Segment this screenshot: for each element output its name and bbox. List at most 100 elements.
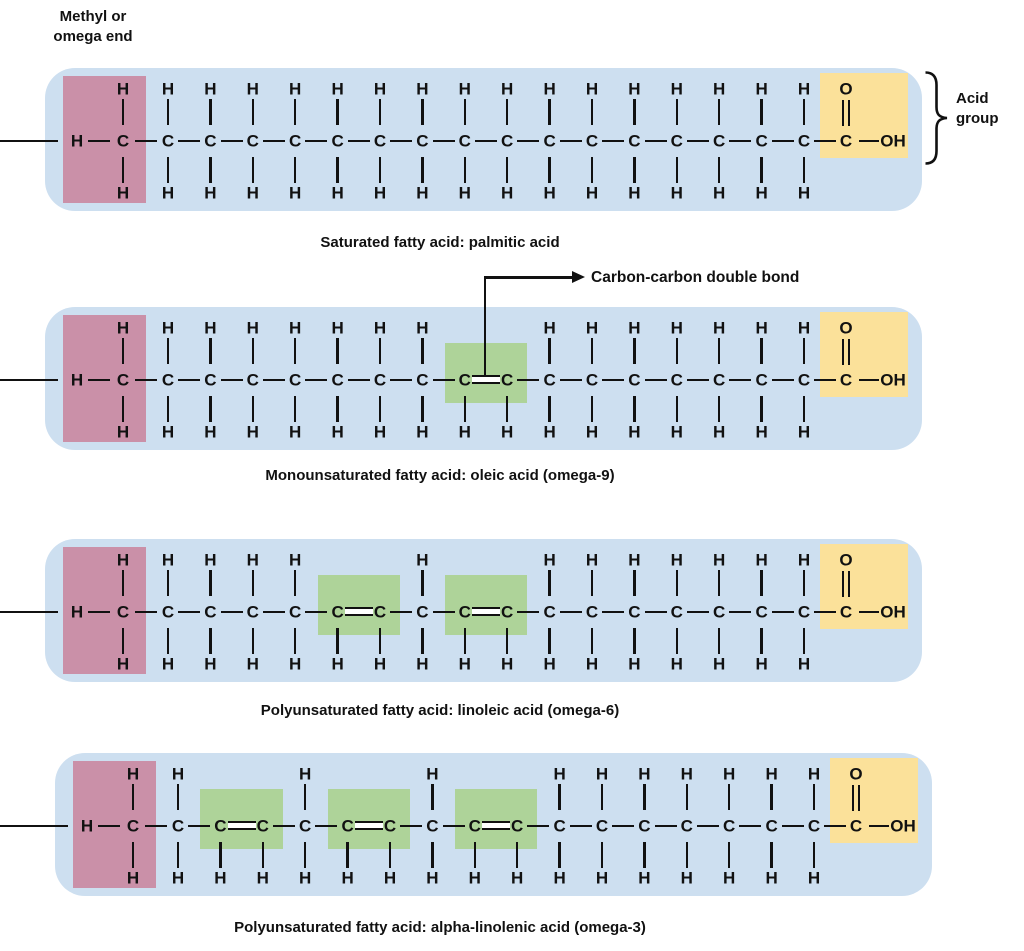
hydrogen-atom: H	[797, 550, 811, 570]
single-bond-vertical	[336, 396, 339, 422]
hydrogen-atom: H	[543, 422, 556, 442]
hydrogen-atom: H	[543, 654, 556, 674]
acid-group-highlight	[820, 312, 908, 397]
hydrogen-atom: H	[416, 654, 429, 674]
carbon-atom: C	[299, 816, 312, 836]
single-bond	[739, 824, 762, 828]
single-bond	[273, 824, 295, 828]
carbon-carbon-double-bond	[344, 606, 373, 616]
single-bond	[178, 378, 201, 382]
single-bond-vertical	[727, 842, 731, 868]
carbon-atom: C	[797, 602, 811, 622]
hydrogen-atom: H	[289, 183, 302, 203]
hydrogen-atom: H	[807, 764, 821, 784]
carbon-atom: C	[331, 370, 344, 390]
fatty-acid-chain-box	[45, 68, 922, 211]
hydrogen-atom: H	[416, 183, 429, 203]
single-bond-vertical	[600, 784, 604, 810]
hydrogen-atom: H	[161, 422, 175, 442]
carbon-atom: C	[341, 816, 354, 836]
single-bond-vertical	[131, 842, 135, 868]
single-bond	[729, 378, 752, 382]
hydrogen-atom: H	[595, 764, 609, 784]
single-bond-vertical	[675, 99, 679, 125]
single-bond-vertical	[431, 784, 434, 810]
carbon-atom: C	[628, 370, 641, 390]
single-bond	[517, 610, 540, 614]
hydrogen-atom: H	[585, 422, 599, 442]
acid-carbon-atom: C	[839, 131, 853, 151]
single-bond-vertical	[209, 99, 212, 125]
single-bond-vertical	[760, 396, 763, 422]
hydrogen-atom: H	[638, 764, 651, 784]
single-bond	[602, 610, 625, 614]
hydrogen-atom: H	[289, 79, 302, 99]
hydrogen-atom: H	[116, 79, 130, 99]
carbon-atom: C	[713, 370, 726, 390]
single-bond-vertical	[251, 157, 255, 183]
carbon-atom: C	[161, 602, 175, 622]
single-bond-vertical	[548, 157, 551, 183]
single-bond-vertical	[336, 338, 339, 364]
single-bond	[729, 610, 752, 614]
hydrogen-atom: H	[289, 654, 302, 674]
carbon-atom: C	[458, 602, 471, 622]
hydrogen-atom: H	[171, 868, 185, 888]
hydrogen-atom: H	[543, 79, 556, 99]
single-bond	[134, 610, 157, 614]
hydrogen-atom: H	[161, 550, 175, 570]
hydrogen-atom: H	[713, 79, 726, 99]
single-bond	[432, 378, 455, 382]
single-bond-vertical	[717, 157, 721, 183]
methyl-group-highlight	[63, 547, 146, 674]
methyl-group-highlight	[63, 76, 146, 203]
chain-extension-line	[0, 139, 58, 143]
carbon-atom: C	[246, 131, 259, 151]
carbon-carbon-double-bond	[472, 606, 500, 616]
single-bond	[644, 139, 667, 143]
hydrogen-atom: H	[426, 868, 439, 888]
single-bond	[859, 610, 879, 614]
single-bond	[644, 378, 667, 382]
carbon-atom: C	[511, 816, 524, 836]
single-bond-vertical	[293, 628, 297, 654]
single-bond-vertical	[293, 338, 297, 364]
single-bond-vertical	[336, 628, 339, 654]
single-bond-vertical	[209, 396, 212, 422]
single-bond	[517, 378, 540, 382]
carbon-atom: C	[628, 602, 641, 622]
hydrogen-atom: H	[680, 764, 693, 784]
single-bond-vertical	[463, 396, 467, 422]
carbon-atom: C	[289, 602, 302, 622]
hydrogen-atom: H	[628, 654, 641, 674]
single-bond-vertical	[812, 784, 816, 810]
single-bond-vertical	[378, 338, 382, 364]
hydrogen-atom: H	[807, 868, 821, 888]
hydrogen-atom: H	[416, 318, 429, 338]
single-bond	[305, 378, 328, 382]
carbon-atom: C	[204, 602, 217, 622]
acid-group-highlight	[820, 544, 908, 629]
hydrogen-atom: H	[373, 422, 387, 442]
single-bond	[814, 139, 836, 143]
carbon-atom: C	[171, 816, 185, 836]
single-bond-vertical	[303, 784, 307, 810]
single-bond	[390, 378, 413, 382]
chain-extension-line	[0, 378, 58, 382]
single-bond-vertical	[600, 842, 604, 868]
carbon-atom: C	[755, 131, 768, 151]
single-bond-vertical	[293, 396, 297, 422]
single-bond-vertical	[473, 842, 477, 868]
hydrogen-atom: H	[670, 79, 683, 99]
single-bond-vertical	[219, 842, 222, 868]
hydrogen-atom: H	[501, 654, 514, 674]
hydrogen-atom: H	[628, 422, 641, 442]
single-bond	[687, 139, 709, 143]
single-bond-vertical	[421, 99, 424, 125]
single-bond-vertical	[802, 99, 806, 125]
carbon-atom: C	[331, 602, 344, 622]
single-bond-vertical	[643, 784, 646, 810]
single-bond-vertical	[590, 628, 594, 654]
double-bond-callout-label: Carbon-carbon double bond	[591, 269, 800, 286]
hydrogen-atom: H	[458, 183, 471, 203]
